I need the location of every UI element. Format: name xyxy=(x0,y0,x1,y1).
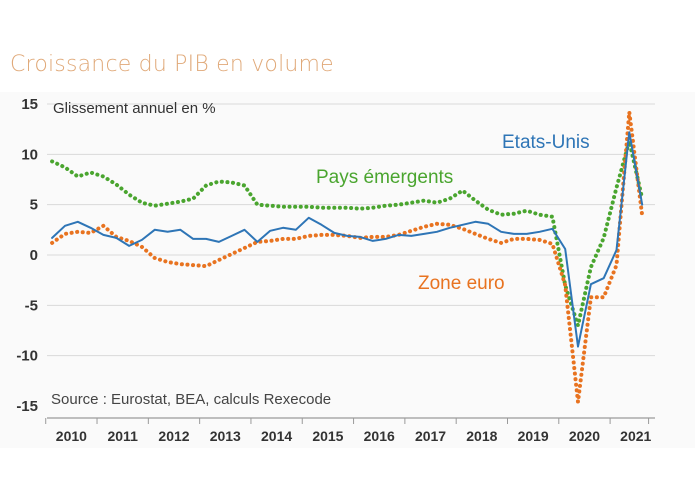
y-tick-label: -15 xyxy=(16,398,38,415)
chart-title: Croissance du PIB en volume xyxy=(10,52,334,77)
x-tick-label: 2020 xyxy=(569,428,600,444)
x-tick-label: 2019 xyxy=(518,428,549,444)
series-line-etats-unis xyxy=(51,131,644,348)
label-etats-unis: Etats-Unis xyxy=(502,132,590,153)
x-tick-label: 2021 xyxy=(620,428,651,444)
y-tick-label: -5 xyxy=(25,297,38,314)
x-tick-label: 2018 xyxy=(466,428,497,444)
chart-subtitle: Glissement annuel en % xyxy=(53,100,216,117)
x-tick-label: 2014 xyxy=(261,428,292,444)
chart-source: Source : Eurostat, BEA, calculs Rexecode xyxy=(51,391,331,408)
x-tick-label: 2010 xyxy=(56,428,87,444)
y-tick-label: 5 xyxy=(30,197,38,214)
x-tick-label: 2011 xyxy=(107,428,138,444)
series-line-pays-mergents xyxy=(50,139,645,328)
x-tick-label: 2012 xyxy=(158,428,189,444)
x-tick-marks xyxy=(45,418,650,424)
series-line-zone-euro xyxy=(50,110,645,404)
label-zone-euro: Zone euro xyxy=(418,273,505,294)
y-tick-label: 15 xyxy=(21,96,38,113)
x-tick-label: 2013 xyxy=(210,428,241,444)
y-tick-labels: 15 10 5 0 -5 -10 -15 xyxy=(16,96,38,415)
y-tick-label: 0 xyxy=(30,247,38,264)
gridlines xyxy=(47,103,655,357)
y-tick-label: -10 xyxy=(16,348,38,365)
label-pays-emergents: Pays émergents xyxy=(316,167,453,188)
y-tick-label: 10 xyxy=(21,146,38,163)
chart-panel xyxy=(0,92,695,448)
x-tick-labels: 2010 2011 2012 2013 2014 2015 2016 2017 2018 2019… xyxy=(56,428,652,444)
series-lines xyxy=(50,110,645,404)
x-tick-label: 2016 xyxy=(364,428,395,444)
x-tick-label: 2015 xyxy=(312,428,343,444)
x-tick-label: 2017 xyxy=(415,428,446,444)
